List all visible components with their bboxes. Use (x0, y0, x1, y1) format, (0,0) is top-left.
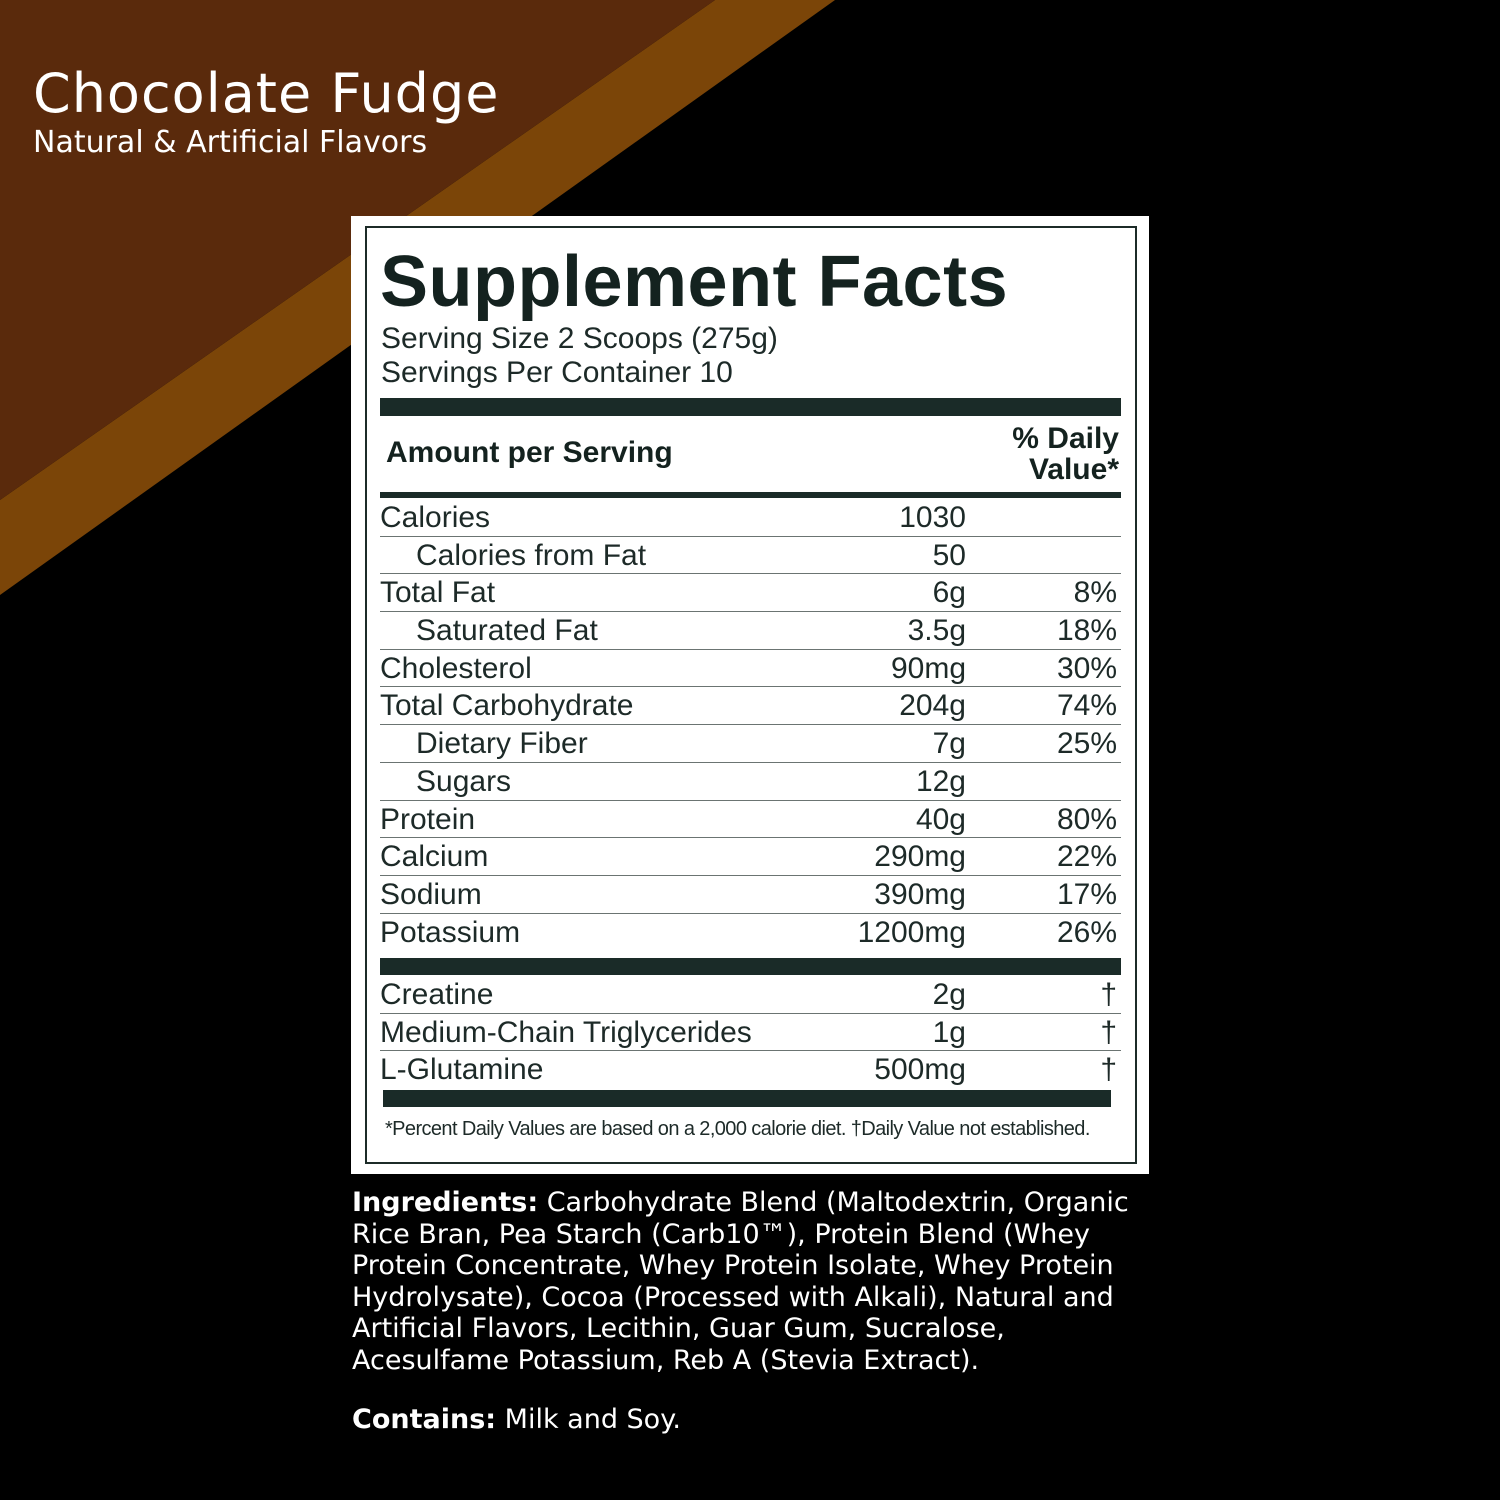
nutrient-table: Calories 1030 Calories from Fat 50 Total Fat… (380, 499, 1121, 951)
table-row: L-Glutamine 500mg † (380, 1051, 1121, 1089)
nutrient-amount: 7g (932, 727, 966, 761)
table-row: Calories from Fat 50 (380, 537, 1121, 575)
nutrient-amount: 3.5g (907, 614, 966, 648)
table-row: Saturated Fat 3.5g 18% (380, 612, 1121, 650)
footnote: *Percent Daily Values are based on a 2,0… (385, 1118, 1090, 1140)
nutrient-name: L-Glutamine (380, 1053, 544, 1087)
contains-line: Contains: Milk and Soy. (352, 1404, 681, 1436)
table-row: Calcium 290mg 22% (380, 838, 1121, 876)
table-row: Cholesterol 90mg 30% (380, 650, 1121, 688)
nutrient-name: Total Fat (380, 576, 496, 610)
thick-divider-3 (383, 1090, 1111, 1107)
nutrient-amount: 1030 (899, 501, 966, 534)
nutrient-name: Sodium (380, 877, 482, 911)
serving-size: Serving Size 2 Scoops (275g) (381, 322, 778, 355)
flavor-header: Chocolate Fudge Natural & Artificial Fla… (33, 62, 499, 160)
nutrient-daily-value: 74% (1056, 689, 1117, 723)
supplement-facts-panel: Supplement Facts Serving Size 2 Scoops (… (351, 216, 1149, 1174)
ingredients-paragraph: Ingredients: Carbohydrate Blend (Maltode… (352, 1187, 1152, 1376)
nutrient-name: Medium-Chain Triglycerides (380, 1015, 752, 1049)
nutrient-daily-value: 80% (1056, 802, 1117, 836)
amount-per-serving-header: Amount per Serving (386, 436, 673, 469)
nutrient-daily-value: † (1100, 978, 1117, 1011)
flavor-title: Chocolate Fudge (33, 62, 500, 125)
table-row: Potassium 1200mg 26% (380, 914, 1121, 952)
table-row: Dietary Fiber 7g 25% (380, 725, 1121, 763)
daily-value-header: % Daily Value* (1012, 423, 1119, 485)
nutrient-amount: 50 (932, 538, 966, 572)
nutrient-name: Protein (380, 802, 476, 836)
nutrient-amount: 1200mg (857, 915, 966, 949)
facts-title: Supplement Facts (380, 242, 1009, 322)
nutrient-name: Saturated Fat (416, 614, 598, 648)
nutrient-amount: 290mg (874, 840, 966, 874)
nutrient-name: Dietary Fiber (416, 727, 588, 761)
nutrient-daily-value: 8% (1073, 576, 1117, 610)
medium-divider (380, 492, 1121, 498)
nutrient-amount: 6g (932, 576, 966, 610)
nutrient-daily-value: 30% (1056, 651, 1117, 685)
nutrient-amount: 2g (932, 978, 966, 1011)
supplement-facts-border: Supplement Facts Serving Size 2 Scoops (… (365, 226, 1137, 1164)
ingredients-label: Ingredients: (352, 1187, 539, 1218)
thick-divider-2 (380, 958, 1121, 975)
table-row: Calories 1030 (380, 499, 1121, 537)
nutrient-amount: 40g (915, 802, 966, 836)
servings-per-container: Servings Per Container 10 (381, 356, 733, 389)
table-row: Total Carbohydrate 204g 74% (380, 687, 1121, 726)
nutrient-name: Calcium (380, 840, 489, 874)
contains-text: Milk and Soy. (496, 1404, 681, 1435)
table-row: Protein 40g 80% (380, 801, 1121, 839)
ingredients-text: Carbohydrate Blend (Maltodextrin, Organi… (352, 1187, 1129, 1376)
contains-label: Contains: (352, 1404, 497, 1435)
nutrient-amount: 12g (915, 764, 966, 798)
nutrient-amount: 500mg (874, 1053, 966, 1087)
nutrient-name: Calories from Fat (416, 538, 647, 572)
table-row: Creatine 2g † (380, 976, 1121, 1014)
nutrient-daily-value: 26% (1056, 915, 1117, 949)
nutrient-daily-value: 18% (1056, 614, 1117, 648)
nutrient-amount: 204g (899, 689, 966, 723)
nutrient-daily-value: † (1100, 1015, 1117, 1049)
daily-value-header-line2: Value* (1028, 453, 1119, 486)
nutrient-name: Sugars (416, 764, 512, 798)
nutrient-daily-value: 25% (1056, 727, 1117, 761)
table-row: Medium-Chain Triglycerides 1g † (380, 1014, 1121, 1052)
table-row: Sodium 390mg 17% (380, 876, 1121, 914)
nutrient-name: Calories (380, 501, 491, 534)
nutrient-name: Creatine (380, 978, 494, 1011)
nutrient-daily-value: † (1100, 1053, 1117, 1087)
other-ingredients-table: Creatine 2g † Medium-Chain Triglycerides 1g †… (380, 976, 1121, 1089)
thick-divider (380, 398, 1121, 416)
table-row: Total Fat 6g 8% (380, 574, 1121, 613)
nutrient-name: Cholesterol (380, 651, 532, 685)
nutrient-daily-value: 22% (1056, 840, 1117, 874)
nutrient-name: Total Carbohydrate (380, 689, 634, 723)
nutrient-amount: 390mg (874, 877, 966, 911)
nutrient-amount: 1g (932, 1015, 966, 1049)
nutrient-name: Potassium (380, 915, 521, 949)
table-row: Sugars 12g (380, 763, 1121, 801)
nutrient-daily-value: 17% (1056, 877, 1117, 911)
daily-value-header-line1: % Daily (1012, 422, 1119, 455)
flavor-subtitle: Natural & Artificial Flavors (33, 125, 428, 160)
nutrient-amount: 90mg (890, 651, 966, 685)
